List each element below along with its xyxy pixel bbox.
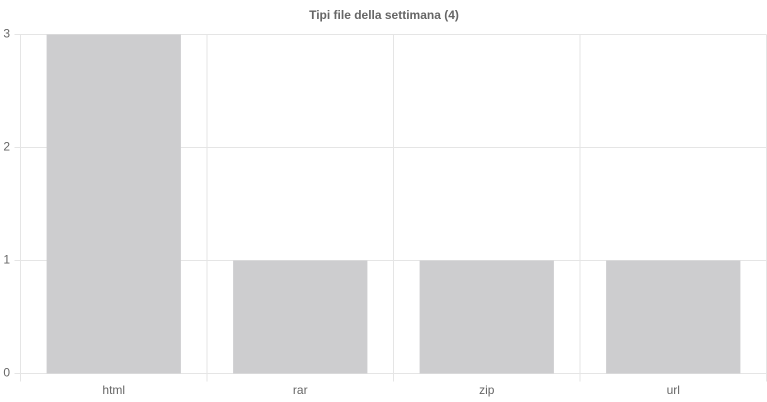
y-tick-label: 2: [3, 140, 10, 154]
x-tick-label: zip: [479, 383, 495, 397]
y-tick-label: 3: [3, 27, 10, 41]
chart-title: Tipi file della settimana (4): [309, 8, 459, 22]
y-tick-label: 0: [3, 366, 10, 380]
bar: [606, 260, 741, 374]
bar: [419, 260, 554, 374]
x-tick-label: html: [102, 383, 125, 397]
bar: [233, 260, 368, 374]
x-tick-label: rar: [293, 383, 308, 397]
x-tick-label: url: [667, 383, 680, 397]
bar: [46, 34, 181, 374]
y-tick-label: 1: [3, 253, 10, 267]
